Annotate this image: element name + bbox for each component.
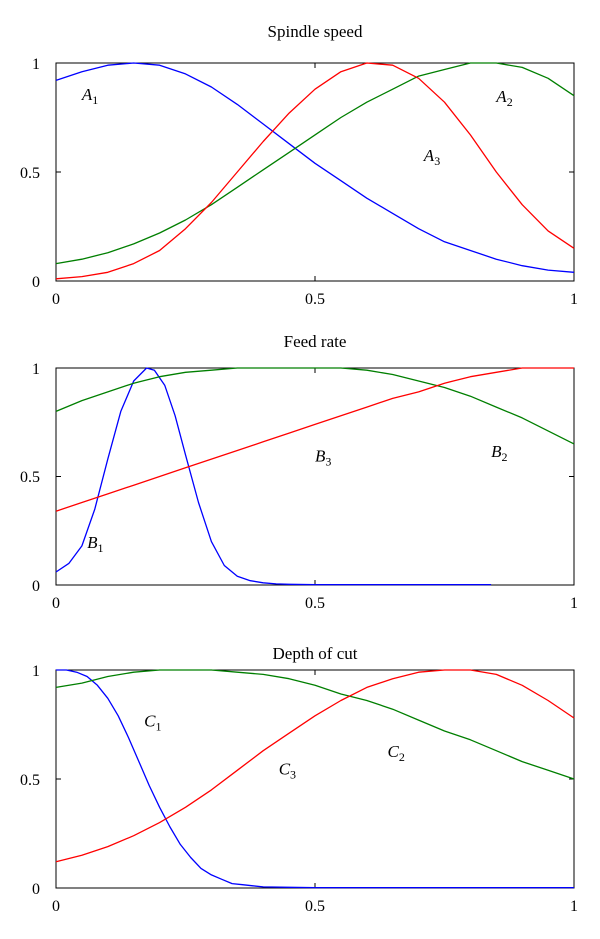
series-line-c1 (56, 669, 574, 889)
y-tick-label: 0.5 (20, 469, 40, 486)
y-tick-label: 0 (32, 881, 40, 898)
series-label-c2: C2 (388, 742, 405, 764)
y-tick-label: 0.5 (20, 772, 40, 789)
series-label-a1: A1 (81, 85, 98, 107)
chart-title: Spindle speed (268, 22, 363, 41)
series-line-c2 (55, 669, 575, 780)
x-tick-label: 0 (52, 595, 60, 612)
chart-title: Feed rate (284, 332, 347, 351)
series-label-b3: B3 (315, 446, 331, 468)
series-line-b1 (55, 367, 492, 586)
series-label-b2: B2 (491, 442, 507, 464)
x-tick-label: 1 (570, 595, 578, 612)
y-tick-label: 0 (32, 578, 40, 595)
x-tick-label: 0 (52, 898, 60, 915)
x-tick-label: 0.5 (305, 595, 325, 612)
y-tick-label: 1 (32, 361, 40, 378)
series-label-a2: A2 (495, 87, 512, 109)
y-tick-label: 0.5 (20, 165, 40, 182)
spindle-speed-panel: Spindle speed 1 0.5 0 0 0.5 1 A1 A2 A3 (20, 22, 578, 308)
series-label-c1: C1 (144, 712, 161, 734)
plot-area (55, 367, 575, 586)
series-line-a3 (55, 62, 575, 280)
x-tick-label: 0 (52, 291, 60, 308)
series-line-c3 (55, 669, 575, 863)
series-label-a3: A3 (423, 146, 440, 168)
x-tick-label: 0.5 (305, 898, 325, 915)
series-label-c3: C3 (279, 760, 296, 782)
series-line-b2 (55, 367, 575, 445)
series-line-a1 (55, 62, 575, 273)
series-line-b3 (55, 367, 574, 512)
x-tick-label: 1 (570, 291, 578, 308)
plot-area (55, 669, 575, 889)
x-tick-label: 1 (570, 898, 578, 915)
x-tick-label: 0.5 (305, 291, 325, 308)
series-label-b1: B1 (87, 533, 103, 555)
chart-title: Depth of cut (273, 644, 358, 663)
plot-area (55, 62, 575, 282)
series-line-a2 (55, 62, 575, 265)
y-tick-label: 0 (32, 274, 40, 291)
feed-rate-panel: Feed rate 1 0.5 0 0 0.5 1 B1 B2 B3 (20, 332, 578, 612)
y-tick-label: 1 (32, 663, 40, 680)
depth-of-cut-panel: Depth of cut 1 0.5 0 0 0.5 1 C1 C2 C3 (20, 644, 578, 915)
y-tick-label: 1 (32, 56, 40, 73)
